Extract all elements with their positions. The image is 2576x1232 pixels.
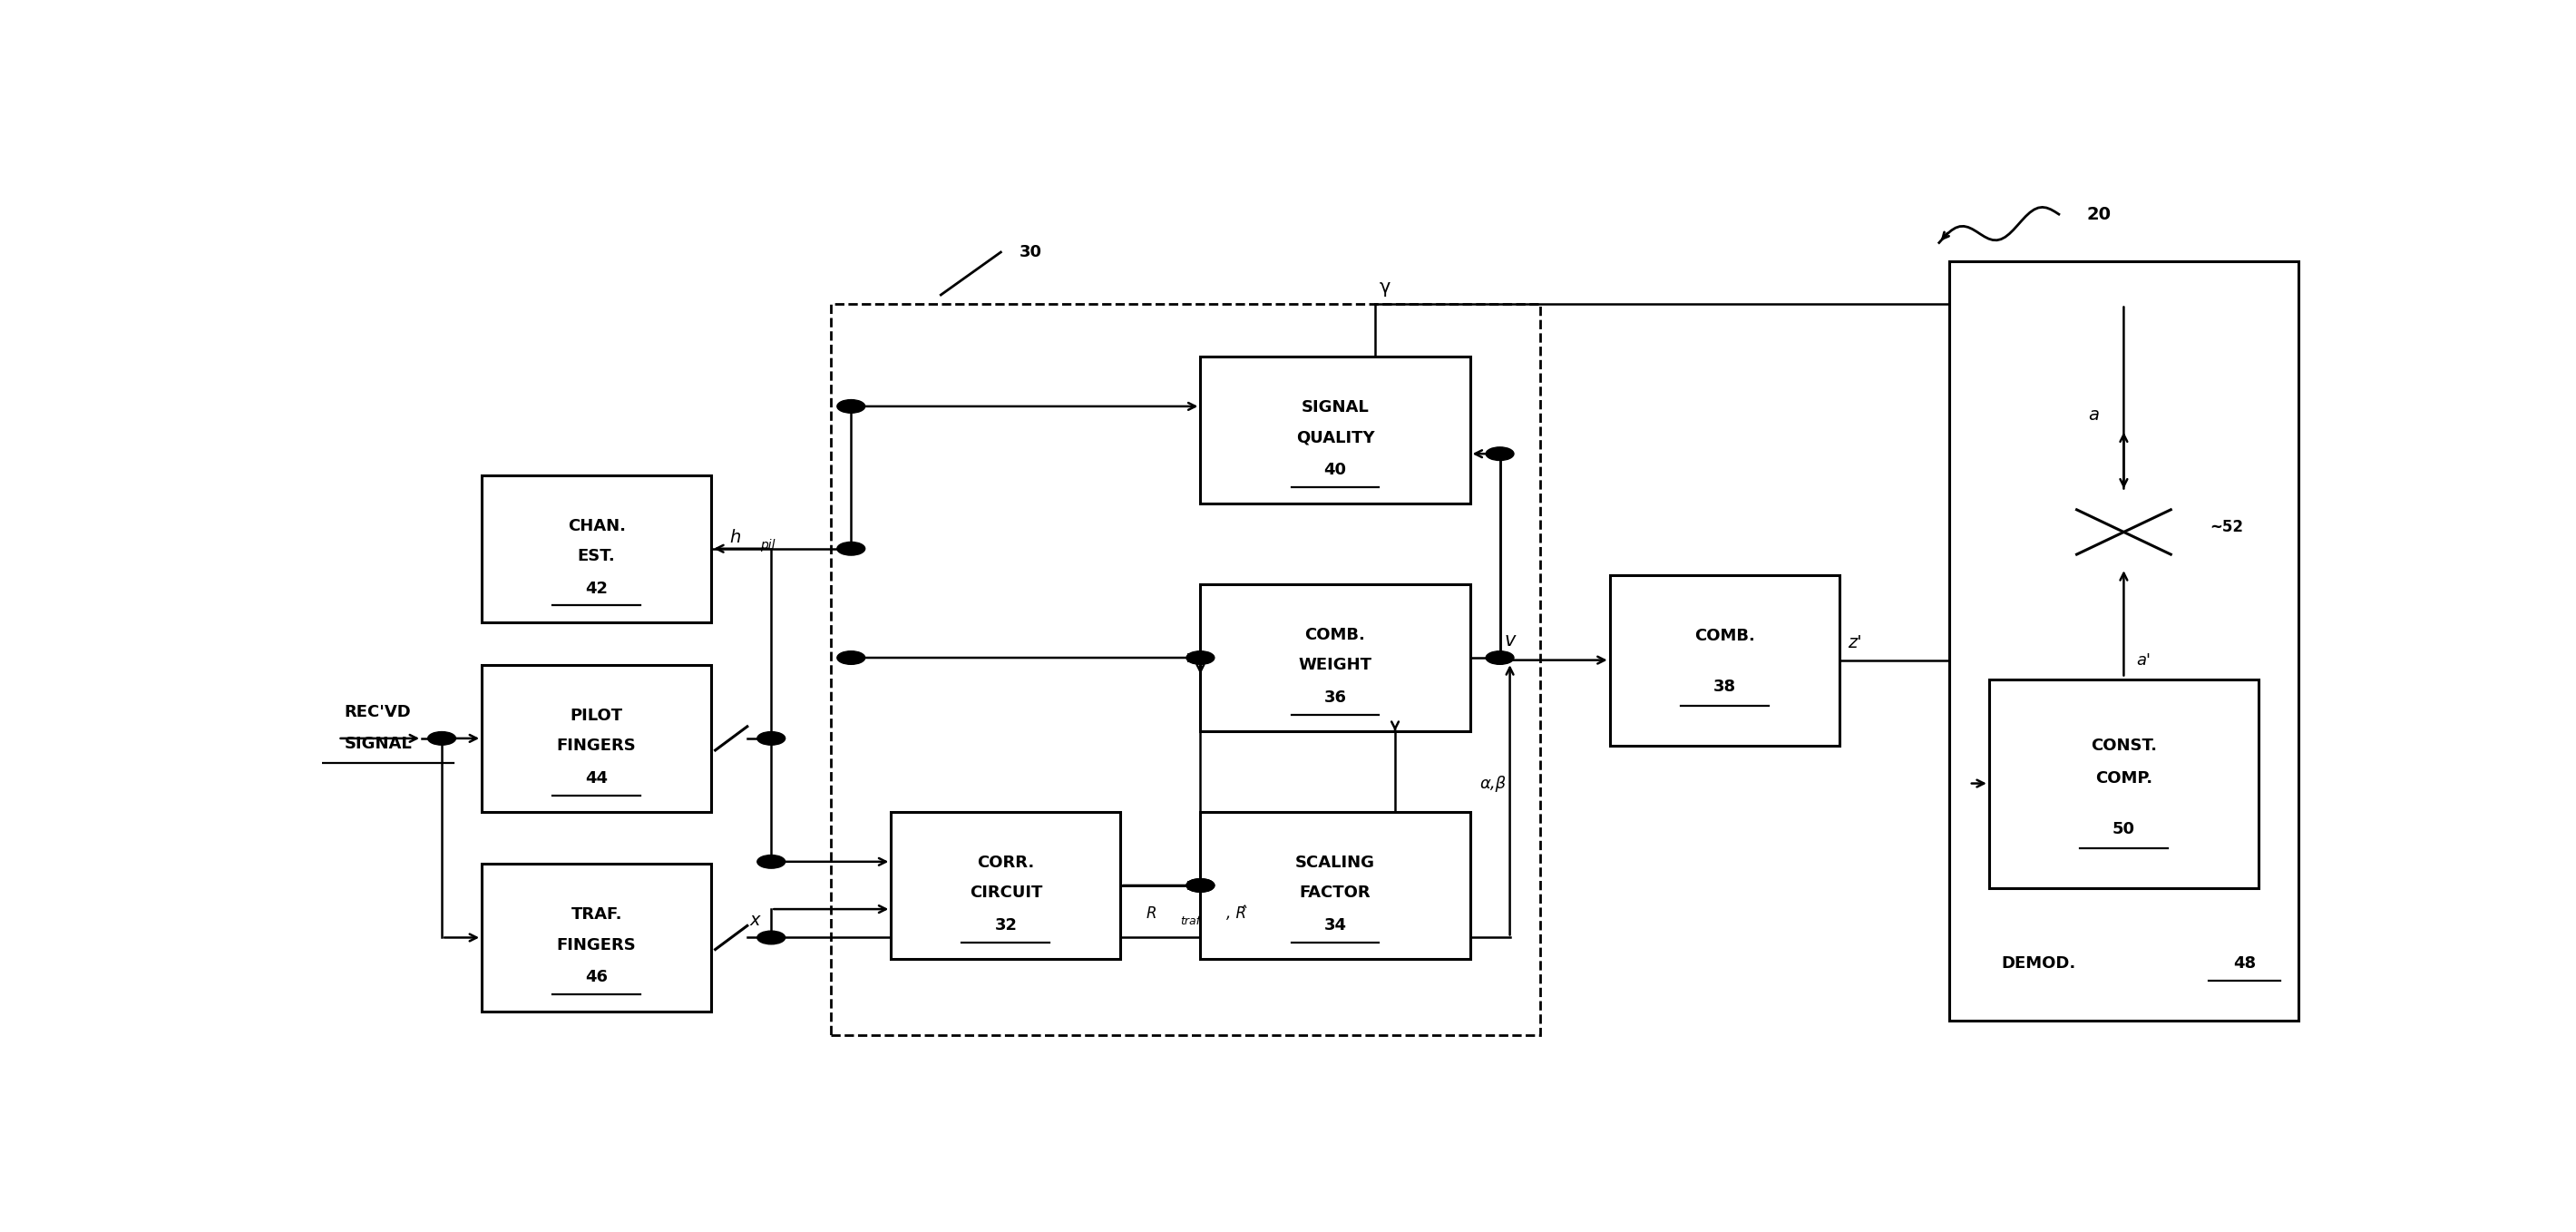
Text: FACTOR: FACTOR (1298, 885, 1370, 901)
Text: QUALITY: QUALITY (1296, 430, 1376, 446)
Text: FINGERS: FINGERS (556, 738, 636, 754)
Text: 50: 50 (2112, 821, 2136, 837)
Text: EST.: EST. (577, 548, 616, 564)
Bar (482, 665, 711, 812)
Text: α,β: α,β (1479, 775, 1507, 792)
Text: CIRCUIT: CIRCUIT (969, 885, 1043, 901)
Bar (1200, 812, 1471, 958)
Circle shape (1188, 878, 1213, 892)
Circle shape (1188, 650, 1213, 664)
Text: 42: 42 (585, 580, 608, 596)
Text: 40: 40 (1324, 462, 1347, 478)
Text: a': a' (2136, 652, 2151, 668)
Text: R: R (1146, 906, 1157, 922)
Text: FINGERS: FINGERS (556, 938, 636, 954)
Text: v: v (1504, 632, 1515, 649)
Text: COMP.: COMP. (2094, 770, 2154, 787)
Text: pil: pil (760, 538, 775, 551)
Text: 48: 48 (2233, 956, 2257, 972)
Circle shape (837, 542, 866, 556)
Circle shape (757, 855, 786, 869)
Text: z': z' (1847, 634, 1862, 652)
Bar (482, 476, 711, 622)
Text: CONST.: CONST. (2092, 737, 2156, 754)
Bar (1200, 584, 1471, 732)
Text: 46: 46 (585, 970, 608, 986)
Text: 36: 36 (1324, 690, 1347, 706)
Text: SIGNAL: SIGNAL (1301, 399, 1368, 415)
Text: REC'VD: REC'VD (345, 705, 412, 721)
Circle shape (757, 732, 786, 745)
Circle shape (1486, 650, 1515, 664)
Text: WEIGHT: WEIGHT (1298, 657, 1373, 674)
Bar (1610, 574, 1839, 745)
Text: COMB.: COMB. (1695, 628, 1754, 644)
Text: DEMOD.: DEMOD. (2002, 956, 2076, 972)
Text: 38: 38 (1713, 679, 1736, 695)
Text: ~52: ~52 (2210, 519, 2244, 536)
Text: SCALING: SCALING (1296, 855, 1376, 871)
Text: 32: 32 (994, 917, 1018, 934)
Bar (1989, 679, 2259, 888)
Bar (1200, 356, 1471, 504)
Text: PILOT: PILOT (569, 707, 623, 723)
Bar (482, 864, 711, 1011)
Circle shape (1486, 447, 1515, 461)
Bar (832, 304, 1540, 1035)
Text: x: x (750, 912, 760, 929)
Bar (891, 812, 1121, 958)
Text: SIGNAL: SIGNAL (345, 736, 412, 752)
Circle shape (428, 732, 456, 745)
Text: h: h (729, 529, 742, 546)
Text: CHAN.: CHAN. (567, 517, 626, 533)
Circle shape (837, 399, 866, 413)
Text: 20: 20 (2087, 206, 2112, 223)
Text: COMB.: COMB. (1306, 627, 1365, 643)
Circle shape (1188, 878, 1213, 892)
Text: , R̂: , R̂ (1226, 906, 1247, 922)
Text: CORR.: CORR. (976, 855, 1036, 871)
Text: traf: traf (1180, 915, 1200, 928)
Text: γ: γ (1381, 278, 1391, 297)
Circle shape (2048, 496, 2200, 568)
Circle shape (757, 931, 786, 944)
Text: 34: 34 (1324, 917, 1347, 934)
Circle shape (837, 650, 866, 664)
Text: TRAF.: TRAF. (572, 907, 623, 923)
Text: a: a (2089, 407, 2099, 424)
Bar (1950, 261, 2298, 1020)
Text: 44: 44 (585, 770, 608, 786)
Text: 30: 30 (1020, 244, 1043, 260)
